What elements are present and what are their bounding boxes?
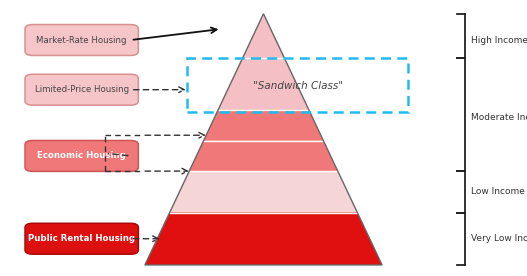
Text: "Sandwich Class": "Sandwich Class" [253,81,343,91]
FancyBboxPatch shape [25,74,138,105]
FancyBboxPatch shape [25,140,138,171]
Polygon shape [189,141,338,171]
Polygon shape [218,58,309,110]
FancyBboxPatch shape [25,223,138,254]
Polygon shape [170,171,357,213]
Polygon shape [145,213,382,265]
Text: Low Income: Low Income [471,187,525,196]
Text: High Income: High Income [471,36,527,44]
Text: Moderate Income: Moderate Income [471,113,527,122]
Text: Very Low Income: Very Low Income [471,234,527,243]
Polygon shape [242,14,285,58]
Text: Public Rental Housing: Public Rental Housing [28,234,135,243]
FancyBboxPatch shape [25,25,138,55]
Text: Economic Housing: Economic Housing [37,152,126,160]
Polygon shape [203,110,324,141]
Text: Limited-Price Housing: Limited-Price Housing [35,85,129,94]
Text: Market-Rate Housing: Market-Rate Housing [36,36,127,44]
